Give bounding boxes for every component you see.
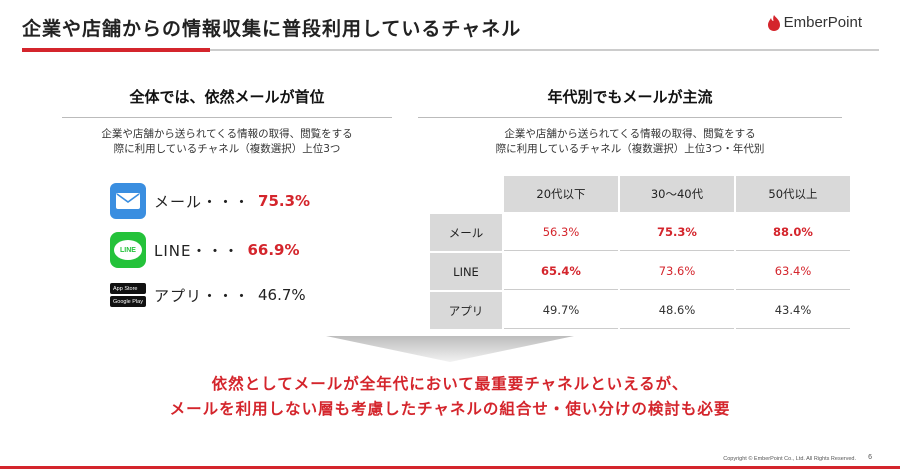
- footer-bar: [0, 466, 900, 469]
- table-row-mail: メール 56.3% 75.3% 88.0%: [430, 214, 850, 251]
- line-value: 66.9%: [247, 241, 300, 259]
- table-cell: 56.3%: [504, 214, 618, 251]
- apple-store-badge: App Store: [110, 283, 146, 294]
- line-icon: LINE: [110, 232, 146, 268]
- col-header-50s: 50代以上: [736, 176, 850, 212]
- mail-label: メール・・・: [154, 192, 251, 211]
- row-header: LINE: [430, 253, 502, 290]
- table-cell: 48.6%: [620, 292, 734, 329]
- list-item-mail: メール・・・ 75.3%: [110, 183, 310, 219]
- app-value: 46.7%: [258, 286, 306, 304]
- table-row-line: LINE 65.4% 73.6% 63.4%: [430, 253, 850, 290]
- conclusion-line-1: 依然としてメールが全年代において最重要チャネルといえるが、: [211, 375, 689, 393]
- table-cell: 63.4%: [736, 253, 850, 290]
- table-cell: 88.0%: [736, 214, 850, 251]
- right-divider: [418, 117, 842, 118]
- table-cell: 73.6%: [620, 253, 734, 290]
- conclusion-line-2: メールを利用しない層も考慮したチャネルの組合せ・使い分けの検討も必要: [169, 400, 731, 418]
- down-arrow-icon: [326, 336, 574, 362]
- row-header: メール: [430, 214, 502, 251]
- page-title: 企業や店舗からの情報収集に普段利用しているチャネル: [22, 18, 522, 40]
- right-heading: 年代別でもメールが主流: [547, 88, 713, 106]
- mail-icon: [110, 183, 146, 219]
- table-cell: 75.3%: [620, 214, 734, 251]
- table-row-app: アプリ 49.7% 48.6% 43.4%: [430, 292, 850, 329]
- table-cell: 49.7%: [504, 292, 618, 329]
- copyright-text: Copyright © EmberPoint Co., Ltd. All Rig…: [723, 456, 856, 462]
- table-cell: 43.4%: [736, 292, 850, 329]
- col-header-30-40s: 30～40代: [620, 176, 734, 212]
- title-underline: [22, 48, 879, 52]
- flame-icon: [767, 14, 780, 31]
- left-heading: 全体では、依然メールが首位: [129, 88, 325, 106]
- mail-value: 75.3%: [258, 192, 311, 210]
- google-play-badge: Google Play: [110, 296, 146, 307]
- page-number: 6: [868, 454, 872, 461]
- app-store-icon: App Store Google Play: [110, 283, 146, 307]
- left-divider: [62, 117, 392, 118]
- logo-text: EmberPoint: [783, 14, 862, 31]
- list-item-line: LINE LINE・・・ 66.9%: [110, 232, 300, 268]
- app-label: アプリ・・・: [154, 286, 251, 305]
- col-header-20s: 20代以下: [504, 176, 618, 212]
- age-table: 20代以下 30～40代 50代以上 メール 56.3% 75.3% 88.0%…: [428, 174, 852, 331]
- table-cell: 65.4%: [504, 253, 618, 290]
- company-logo: EmberPoint: [767, 14, 862, 31]
- list-item-app: App Store Google Play アプリ・・・ 46.7%: [110, 283, 306, 307]
- right-description: 企業や店舗から送られてくる情報の取得、閲覧をする 際に利用しているチャネル（複数…: [495, 128, 765, 155]
- row-header: アプリ: [430, 292, 502, 329]
- left-description: 企業や店舗から送られてくる情報の取得、閲覧をする 際に利用しているチャネル（複数…: [101, 128, 353, 155]
- line-label: LINE・・・: [154, 241, 240, 260]
